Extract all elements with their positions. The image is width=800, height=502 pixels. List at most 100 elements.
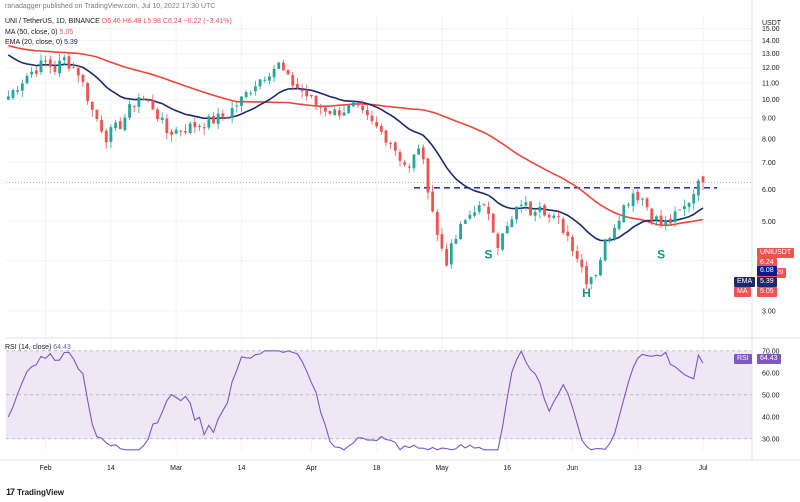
rsi-legend[interactable]: RSI (14, close) 64.43	[5, 344, 71, 351]
candle	[151, 94, 155, 110]
candle-body	[328, 110, 332, 114]
candle-body	[62, 57, 66, 61]
candle	[403, 159, 407, 167]
candle	[188, 121, 192, 135]
time-tick-label: Mar	[170, 465, 183, 472]
candle-body	[384, 130, 388, 143]
candle	[221, 109, 225, 121]
candle	[160, 112, 164, 124]
candle	[118, 117, 122, 130]
ma-legend[interactable]: MA (50, close, 0) 5.05	[5, 29, 73, 36]
candle-body	[594, 275, 598, 277]
candle-body	[11, 89, 15, 98]
candle	[347, 104, 351, 114]
ohlc-low: L5.98	[143, 18, 161, 25]
price-tick-label: 5.00	[762, 219, 776, 226]
candle	[641, 197, 644, 207]
candle	[659, 209, 663, 228]
candle	[468, 210, 472, 221]
last-price-tag: 6.24	[757, 258, 777, 268]
candle-body	[547, 214, 551, 218]
candle	[282, 59, 285, 71]
candle-body	[20, 83, 24, 91]
candle-body	[100, 120, 103, 132]
candle	[631, 189, 635, 212]
candle-body	[160, 117, 164, 121]
candle-body	[552, 215, 556, 218]
candle-body	[30, 71, 34, 75]
candle	[431, 185, 435, 213]
candle-body	[519, 204, 523, 206]
candle-body	[263, 79, 267, 81]
candle	[696, 179, 700, 202]
candle	[673, 206, 677, 228]
candle	[678, 209, 682, 211]
candle-body	[673, 211, 677, 222]
candle	[30, 67, 34, 79]
candle-body	[95, 109, 99, 119]
candle-body	[365, 110, 369, 116]
candle-body	[309, 94, 313, 97]
candle-body	[398, 152, 402, 161]
candle	[291, 71, 295, 91]
tradingview-brand[interactable]: 17 TradingView	[6, 487, 64, 497]
rsi-tick-label: 30.00	[762, 436, 780, 443]
candle-body	[487, 206, 490, 214]
candle	[230, 101, 234, 124]
candle-body	[76, 68, 80, 76]
candle-body	[249, 92, 253, 94]
candle-body	[39, 60, 43, 73]
candle	[398, 149, 402, 167]
candle-body	[34, 70, 38, 74]
ma-line	[8, 44, 704, 227]
price-tick-label: 7.00	[762, 160, 776, 167]
candles	[6, 52, 705, 290]
candle-body	[659, 215, 663, 226]
ema-legend-value: 5.39	[64, 39, 78, 46]
candle-body	[445, 248, 449, 266]
rsi-tick-label: 70.00	[762, 348, 780, 355]
candle-body	[142, 98, 145, 100]
candle-body	[477, 205, 481, 212]
candle-body	[258, 79, 262, 87]
candle-body	[370, 115, 374, 122]
price-tick-label: 3.00	[762, 308, 776, 315]
price-tick-label: 13.00	[762, 51, 780, 58]
candle	[314, 95, 318, 111]
candle-body	[305, 89, 309, 97]
candle-body	[333, 109, 337, 116]
ohlc-change: −0.22 (−3.41%)	[183, 18, 232, 25]
candle	[25, 72, 29, 85]
candle-body	[375, 121, 379, 127]
last-symbol-tag: UNIUSDT	[757, 248, 795, 258]
ema-legend[interactable]: EMA (20, close, 0) 5.39	[5, 39, 78, 46]
candle	[435, 209, 439, 242]
candle-body	[412, 154, 416, 169]
candle	[575, 245, 579, 263]
candle	[137, 93, 141, 114]
rsi-legend-label: RSI (14, close)	[5, 344, 52, 351]
ema-price-tag: 5.39	[757, 277, 777, 287]
candle-body	[473, 212, 476, 216]
candle	[482, 203, 486, 207]
candle-body	[291, 75, 295, 86]
candle	[356, 102, 360, 109]
candle	[323, 106, 327, 117]
candle-body	[230, 108, 234, 119]
rsi-line-path	[7, 349, 704, 451]
candle-body	[48, 59, 52, 67]
candle-body	[589, 277, 593, 285]
candle	[342, 105, 346, 117]
right-shoulder-label: S	[657, 247, 665, 261]
pattern-annotations: S H S	[485, 247, 666, 300]
candle	[463, 218, 467, 224]
candle	[561, 216, 565, 236]
candle	[361, 100, 365, 114]
candle	[449, 239, 453, 269]
candle	[524, 196, 528, 211]
candle	[389, 141, 393, 149]
candle	[645, 196, 649, 211]
candle	[202, 122, 206, 135]
candle	[16, 86, 20, 95]
